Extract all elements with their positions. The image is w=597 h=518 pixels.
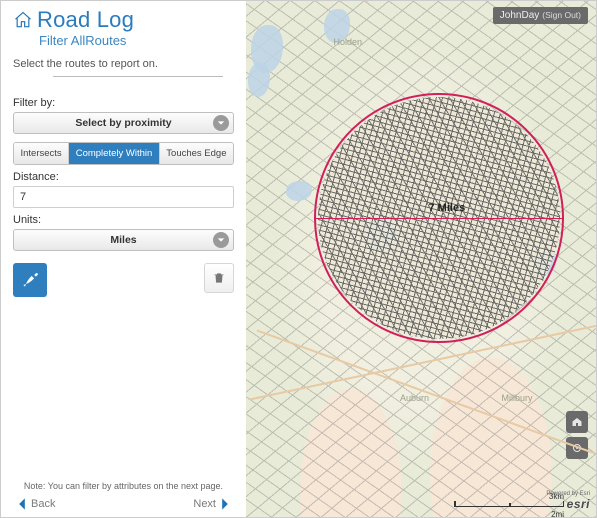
- chevron-left-icon: [15, 497, 29, 511]
- trash-icon: [212, 271, 226, 285]
- map-canvas[interactable]: JohnDay (Sign Out) 3km 2mi Powered by Es…: [246, 1, 596, 517]
- filter-method-dropdown[interactable]: Select by proximity: [13, 112, 234, 134]
- units-label: Units:: [13, 214, 234, 226]
- footer-note: Note: You can filter by attributes on th…: [13, 481, 234, 491]
- divider: [53, 76, 223, 77]
- distance-label: Distance:: [13, 171, 234, 183]
- attribution-brand: esri: [567, 497, 590, 511]
- app-title: Road Log: [37, 7, 134, 33]
- home-icon: [571, 416, 583, 428]
- back-label: Back: [31, 498, 55, 510]
- mode-completely-within[interactable]: Completely Within: [69, 143, 160, 164]
- mode-intersects[interactable]: Intersects: [14, 143, 69, 164]
- clear-button[interactable]: [204, 263, 234, 293]
- user-name: JohnDay: [500, 10, 539, 21]
- draw-point-button[interactable]: [13, 263, 47, 297]
- sign-out-link[interactable]: (Sign Out): [542, 10, 581, 20]
- mode-touches-edge[interactable]: Touches Edge: [160, 143, 233, 164]
- draw-point-icon: [20, 270, 40, 290]
- spatial-mode-segment: IntersectsCompletely WithinTouches Edge: [13, 142, 234, 165]
- proximity-radius-line: [314, 218, 564, 220]
- filter-panel: Road Log Filter AllRoutes Select the rou…: [1, 1, 246, 517]
- map-home-button[interactable]: [566, 411, 588, 433]
- scale-bar: 3km 2mi: [454, 506, 564, 508]
- chevron-down-icon: [213, 115, 229, 131]
- next-label: Next: [193, 498, 216, 510]
- next-button[interactable]: Next: [193, 497, 232, 511]
- units-dropdown[interactable]: Miles: [13, 229, 234, 251]
- scale-bottom: 2mi: [551, 510, 564, 518]
- chevron-down-icon: [213, 232, 229, 248]
- town-label: Holden: [334, 37, 363, 47]
- filter-by-label: Filter by:: [13, 97, 234, 109]
- home-icon: [13, 10, 33, 30]
- back-button[interactable]: Back: [15, 497, 55, 511]
- town-label: Auburn: [400, 393, 429, 403]
- chevron-right-icon: [218, 497, 232, 511]
- distance-input[interactable]: [13, 186, 234, 208]
- app-subtitle: Filter AllRoutes: [39, 33, 234, 48]
- proximity-label: 7 Miles: [429, 202, 466, 214]
- user-badge[interactable]: JohnDay (Sign Out): [493, 7, 588, 24]
- dropdown-value: Select by proximity: [75, 117, 171, 129]
- instruction-text: Select the routes to report on.: [13, 58, 234, 70]
- town-label: Millbury: [502, 393, 533, 403]
- dropdown-value: Miles: [110, 234, 136, 246]
